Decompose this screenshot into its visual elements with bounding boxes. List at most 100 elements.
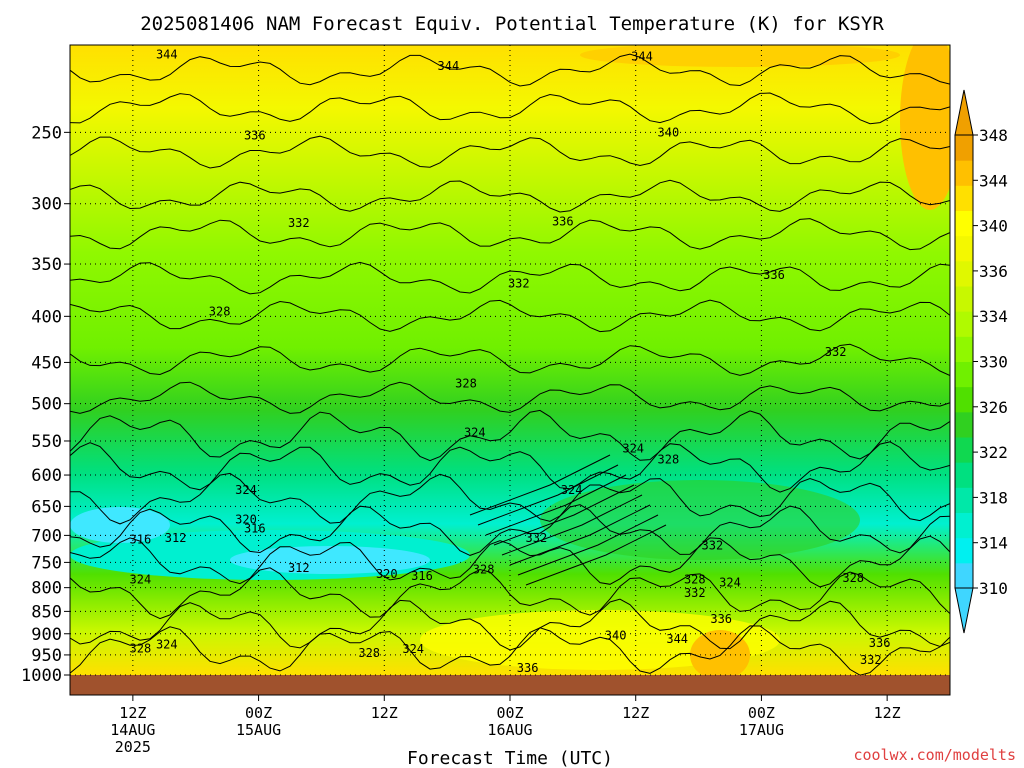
colorbar-label-340: 340 bbox=[979, 217, 1008, 236]
contour-line-16 bbox=[70, 625, 950, 676]
x-axis-label: Forecast Time (UTC) bbox=[407, 748, 613, 768]
front-contour-6 bbox=[517, 514, 659, 576]
y-tick-label-250: 250 bbox=[31, 123, 62, 143]
contour-label-31: 328 bbox=[842, 571, 864, 585]
contour-line-3 bbox=[70, 179, 950, 213]
contour-label-36: 324 bbox=[402, 642, 424, 656]
y-tick-label-500: 500 bbox=[31, 395, 62, 415]
contour-label-7: 332 bbox=[508, 277, 530, 291]
y-tick-label-1000: 1000 bbox=[21, 666, 62, 686]
contour-label-38: 344 bbox=[666, 632, 688, 646]
contour-line-0 bbox=[70, 53, 950, 87]
colorbar: 310 314 318 322 326 330 334 336 340 344 348 bbox=[954, 89, 1008, 634]
colorbar-lower-arrow bbox=[954, 587, 974, 634]
colorbar-swatch-15 bbox=[955, 185, 973, 211]
contour-label-10: 328 bbox=[455, 377, 477, 391]
cyan-low-theta-e-core-2 bbox=[230, 546, 430, 574]
contour-line-12 bbox=[70, 504, 950, 556]
x-tick-label-0-2: 2025 bbox=[115, 738, 151, 756]
contour-label-26: 328 bbox=[473, 563, 495, 577]
x-tick-label-4-0: 12Z bbox=[622, 704, 649, 722]
contour-label-3: 336 bbox=[244, 128, 266, 142]
y-tick-label-600: 600 bbox=[31, 466, 62, 486]
front-contour-1 bbox=[477, 464, 619, 526]
y-tick-label-400: 400 bbox=[31, 307, 62, 327]
contour-label-19: 316 bbox=[130, 532, 152, 546]
contour-label-39: 336 bbox=[517, 661, 539, 675]
colorbar-swatch-12 bbox=[955, 260, 973, 287]
y-tick-label-650: 650 bbox=[31, 497, 62, 517]
contour-label-27: 324 bbox=[130, 573, 152, 587]
colorbar-label-348: 348 bbox=[979, 126, 1008, 145]
green-midlevel-patch bbox=[540, 480, 860, 560]
contour-line-2 bbox=[70, 135, 950, 169]
colorbar-label-326: 326 bbox=[979, 398, 1008, 417]
colorbar-swatch-2 bbox=[955, 512, 973, 539]
front-contour-4 bbox=[501, 494, 643, 556]
credit-text: coolwx.com/modelts bbox=[853, 746, 1016, 764]
orange-upper-right-patch bbox=[900, 45, 950, 210]
contour-label-35: 328 bbox=[358, 646, 380, 660]
contour-label-5: 336 bbox=[552, 215, 574, 229]
y-tick-label-750: 750 bbox=[31, 553, 62, 573]
colorbar-swatch-14 bbox=[955, 210, 973, 237]
contour-label-15: 324 bbox=[235, 483, 257, 497]
contour-label-2: 344 bbox=[631, 50, 653, 64]
contour-line-8 bbox=[70, 381, 950, 414]
contour-label-34: 324 bbox=[156, 637, 178, 651]
colorbar-swatch-3 bbox=[955, 487, 973, 513]
colorbar-swatch-1 bbox=[955, 537, 973, 564]
colorbar-swatch-11 bbox=[955, 286, 973, 312]
contour-line-13 bbox=[70, 535, 950, 588]
contour-label-24: 320 bbox=[376, 567, 398, 581]
contour-line-1 bbox=[70, 92, 950, 125]
contour-label-14: 328 bbox=[658, 453, 680, 467]
contour-label-33: 328 bbox=[130, 642, 152, 656]
orange-top-patch bbox=[580, 45, 900, 67]
y-tick-label-900: 900 bbox=[31, 625, 62, 645]
colorbar-upper-arrow bbox=[954, 89, 974, 136]
y-tick-label-550: 550 bbox=[31, 432, 62, 452]
colorbar-swatch-7 bbox=[955, 386, 973, 413]
contour-label-0: 344 bbox=[156, 48, 178, 62]
contour-line-10 bbox=[70, 441, 950, 493]
colorbar-label-322: 322 bbox=[979, 443, 1008, 462]
x-tick-label-0-1: 14AUG bbox=[110, 721, 155, 739]
x-tick-label-6-0: 12Z bbox=[874, 704, 901, 722]
contour-label-21: 332 bbox=[526, 531, 548, 545]
y-tick-label-850: 850 bbox=[31, 602, 62, 622]
contour-label-40: 336 bbox=[869, 636, 891, 650]
front-contour-2 bbox=[485, 474, 627, 536]
contour-label-8: 336 bbox=[763, 268, 785, 282]
colorbar-label-336: 336 bbox=[979, 262, 1008, 281]
colorbar-swatch-13 bbox=[955, 235, 973, 262]
x-tick-label-1-1: 15AUG bbox=[236, 721, 281, 739]
contour-label-18: 316 bbox=[244, 522, 266, 536]
colorbar-label-330: 330 bbox=[979, 353, 1008, 372]
colorbar-swatch-10 bbox=[955, 311, 973, 337]
contour-label-32: 336 bbox=[710, 612, 732, 626]
y-tick-label-300: 300 bbox=[31, 195, 62, 215]
colorbar-swatch-17 bbox=[955, 135, 973, 161]
contour-label-30: 332 bbox=[684, 586, 706, 600]
contour-label-12: 324 bbox=[464, 425, 486, 439]
y-tick-label-700: 700 bbox=[31, 526, 62, 546]
x-tick-label-3-0: 00Z bbox=[496, 704, 523, 722]
colorbar-label-318: 318 bbox=[979, 488, 1008, 507]
contour-label-4: 340 bbox=[658, 125, 680, 139]
cyan-low-theta-e-core bbox=[70, 507, 170, 543]
colorbar-swatch-5 bbox=[955, 437, 973, 463]
colorbar-swatch-4 bbox=[955, 462, 973, 488]
pressure-axis: 250 300 350 400 450 500 550 600 650 700 750 800 850 9… bbox=[21, 123, 70, 686]
colorbar-label-344: 344 bbox=[979, 171, 1008, 190]
x-tick-label-5-1: 17AUG bbox=[739, 721, 784, 739]
contour-label-20: 312 bbox=[165, 531, 187, 545]
colorbar-label-334: 334 bbox=[979, 307, 1008, 326]
colorbar-swatch-6 bbox=[955, 411, 973, 438]
contour-label-23: 312 bbox=[288, 561, 310, 575]
x-tick-label-1-0: 00Z bbox=[245, 704, 272, 722]
contour-label-29: 328 bbox=[684, 573, 706, 587]
